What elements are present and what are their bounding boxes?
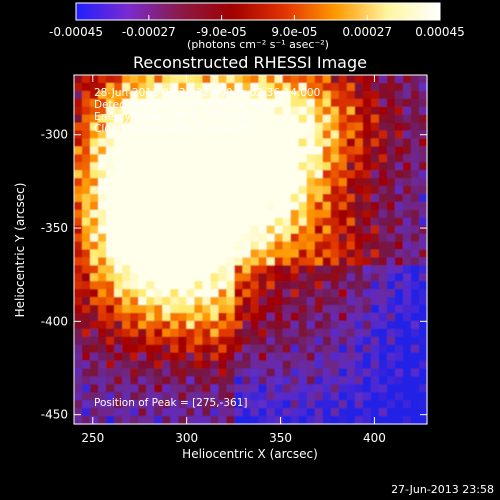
colorbar-ticks: -0.00045 -0.00027 -9.0e-05 9.0e-05 0.00027 0.… — [49, 15, 465, 39]
x-tick-label: 300 — [175, 431, 198, 445]
axis-ticks: 250 300 350 400 -300 -350 -400 -450 — [41, 75, 427, 445]
colorbar-tick-label: 9.0e-05 — [271, 25, 317, 39]
plot-timestamp: 27-Jun-2013 23:58 — [391, 483, 494, 496]
info-time-range: 28-Jun-2013 02:32:32.000 to 02:36:14.000 — [94, 87, 320, 99]
colorbar-tick-label: -0.00045 — [49, 25, 103, 39]
y-tick-label: -400 — [41, 314, 68, 328]
info-peak-position: Position of Peak = [275,-361] — [94, 397, 248, 409]
x-tick-label: 350 — [269, 431, 292, 445]
colorbar-tick-label: -9.0e-05 — [196, 25, 246, 39]
y-axis-label: Heliocentric Y (arcsec) — [13, 183, 27, 318]
colorbar-tick-label: 0.00027 — [342, 25, 392, 39]
colorbar — [75, 2, 441, 21]
info-method-counts: Clean Total counts: 9.31E+03 — [94, 123, 249, 135]
y-tick-label: -350 — [41, 221, 68, 235]
image-heatmap — [74, 75, 428, 425]
x-tick-label: 250 — [81, 431, 104, 445]
colorbar-tick-label: -0.00027 — [122, 25, 176, 39]
colorbar-unit-label: (photons cm⁻² s⁻¹ asec⁻²) — [187, 38, 329, 51]
info-detectors: Detectors: 3F 5F 6F 7F 8F 9F, Att 0 — [94, 99, 277, 111]
info-energy-range: Energy Range: 25.0 - 50.0 keV — [94, 111, 255, 123]
y-tick-label: -300 — [41, 128, 68, 142]
plot-title: Reconstructed RHESSI Image — [133, 53, 367, 72]
x-axis-label: Heliocentric X (arcsec) — [182, 447, 318, 461]
colorbar-tick-label: 0.00045 — [415, 25, 465, 39]
y-tick-label: -450 — [41, 408, 68, 422]
plot-frame — [73, 74, 428, 425]
x-tick-label: 400 — [363, 431, 386, 445]
